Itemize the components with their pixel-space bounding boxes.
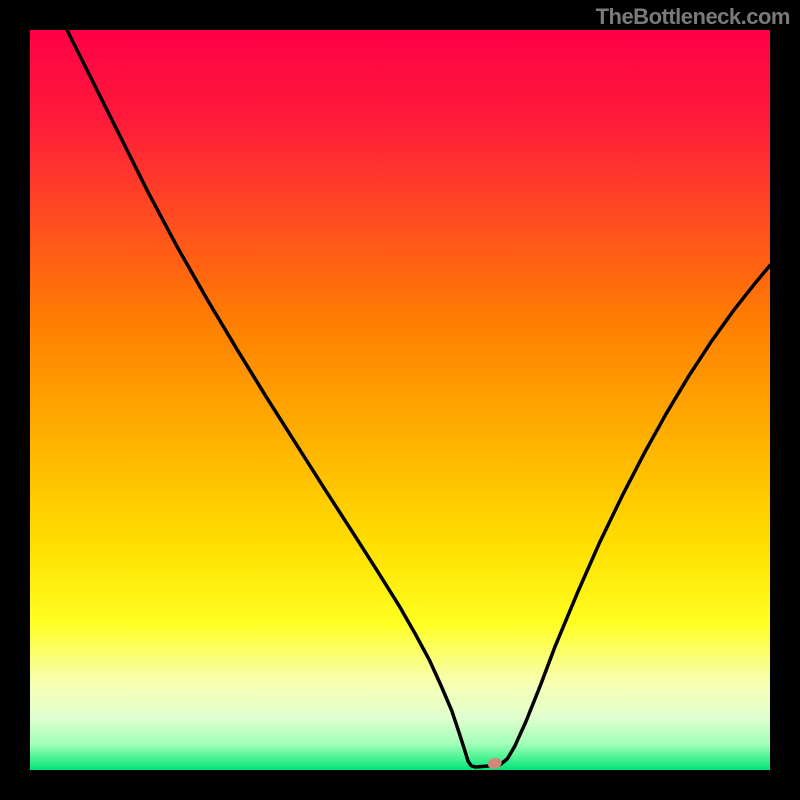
bottleneck-chart	[0, 0, 800, 800]
gradient-plot-area	[30, 30, 770, 770]
watermark-text: TheBottleneck.com	[596, 4, 790, 30]
chart-container: { "watermark": { "text": "TheBottleneck.…	[0, 0, 800, 800]
